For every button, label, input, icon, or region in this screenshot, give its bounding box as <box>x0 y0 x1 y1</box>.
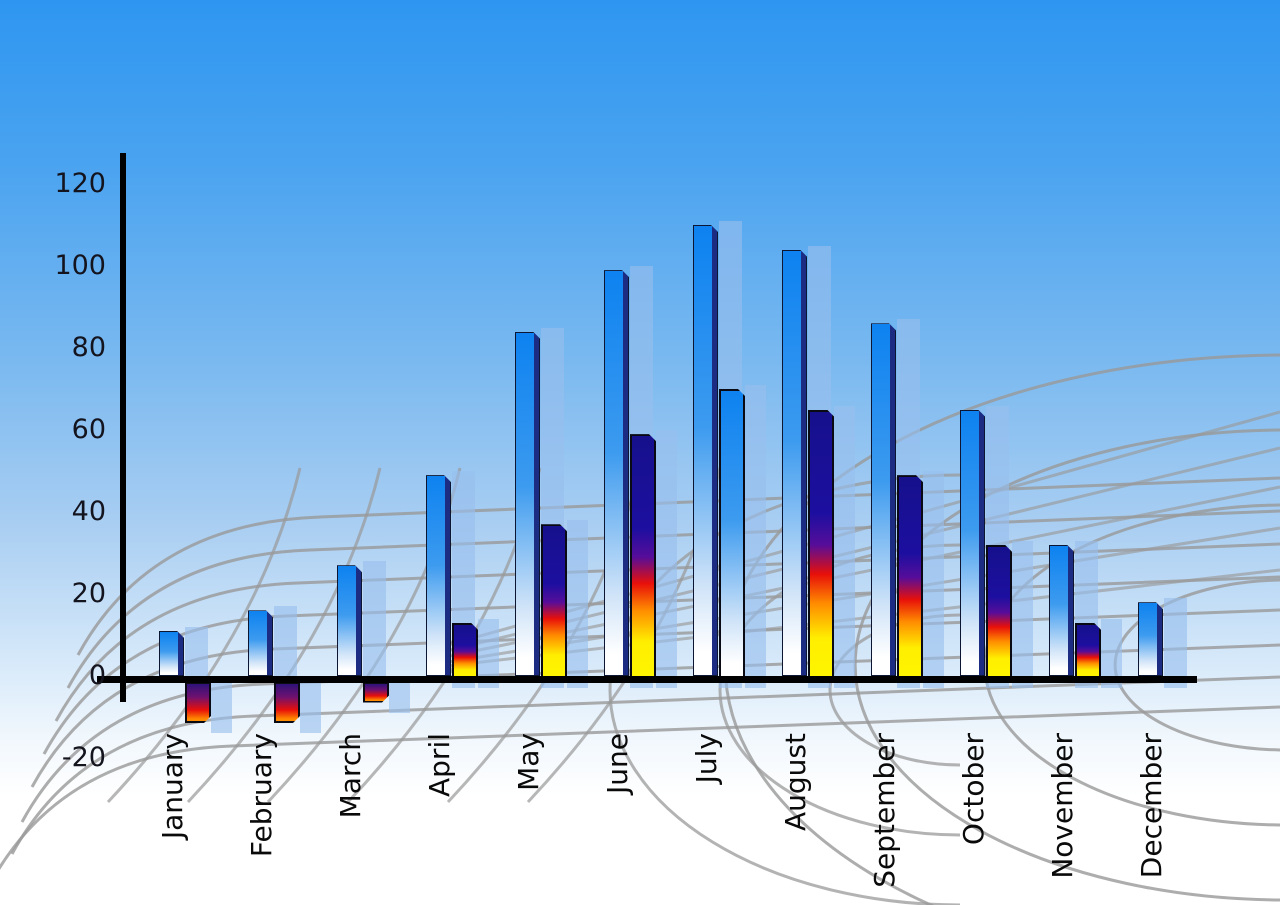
bar-august-series1 <box>782 250 807 676</box>
bar-april-series1-side-face <box>445 476 450 675</box>
x-axis-label-november: November <box>1046 733 1079 879</box>
bar-may-series2-shadow <box>567 520 588 688</box>
bar-july-series1-side-face <box>712 226 717 675</box>
x-axis-tick-zero <box>97 676 120 683</box>
bar-april-series2-shadow <box>478 618 499 688</box>
bar-june-series1 <box>604 270 629 676</box>
x-axis-label-march: March <box>334 733 367 819</box>
x-axis-label-december: December <box>1135 733 1168 879</box>
y-axis-tick-0: 0 <box>88 660 106 691</box>
bar-january-series1-side-face <box>178 632 183 675</box>
bar-june-series2-shadow <box>656 430 677 688</box>
x-axis-label-february: February <box>245 733 278 858</box>
bar-may-series2 <box>541 524 567 680</box>
bar-february-series2-shadow <box>300 682 321 733</box>
bar-december-series1-side-face <box>1157 603 1162 675</box>
y-axis-tick-20: 20 <box>71 578 106 609</box>
y-axis-tick-120: 120 <box>54 168 106 199</box>
bar-november-series2 <box>1075 623 1101 680</box>
bar-march-series2-shadow <box>389 682 410 713</box>
bar-january-series1-shadow <box>185 626 208 688</box>
y-axis-line <box>120 153 126 702</box>
bar-december-series1 <box>1138 602 1163 676</box>
bar-february-series1-shadow <box>274 606 297 688</box>
bar-march-series1-side-face <box>356 566 361 675</box>
bar-february-series1 <box>248 610 273 676</box>
bar-october-series2 <box>986 545 1012 680</box>
bar-september-series1-side-face <box>890 324 895 675</box>
y-axis-tick-100: 100 <box>54 250 106 281</box>
y-axis-tick--20: -20 <box>61 742 106 773</box>
bar-april-series2 <box>452 623 478 680</box>
bar-december-series1-shadow <box>1164 598 1187 688</box>
x-axis-label-july: July <box>690 733 723 784</box>
bar-february-series2 <box>274 682 300 723</box>
bar-september-series2 <box>897 475 923 680</box>
y-axis-tick-80: 80 <box>71 332 106 363</box>
y-axis-tick-60: 60 <box>71 414 106 445</box>
bar-may-series1 <box>515 332 540 676</box>
bar-september-series1 <box>871 323 896 676</box>
bar-october-series1-side-face <box>979 411 984 676</box>
bar-july-series1 <box>693 225 718 676</box>
x-axis-label-january: January <box>156 733 189 840</box>
bar-august-series1-side-face <box>801 251 806 675</box>
bar-september-series2-shadow <box>923 471 944 688</box>
bar-october-series1 <box>960 410 985 677</box>
y-axis-tick-40: 40 <box>71 496 106 527</box>
bar-july-series2-shadow <box>745 385 766 688</box>
x-axis-label-september: September <box>868 733 901 888</box>
bar-august-series2-shadow <box>834 405 855 688</box>
bar-april-series1 <box>426 475 451 676</box>
x-axis-label-august: August <box>779 733 812 831</box>
bar-july-series2 <box>719 389 745 680</box>
bar-august-series2 <box>808 410 834 681</box>
x-axis-label-april: April <box>423 733 456 797</box>
bar-november-series2-shadow <box>1101 618 1122 688</box>
bar-june-series2 <box>630 434 656 680</box>
bar-january-series2 <box>185 682 211 723</box>
x-axis-label-may: May <box>512 733 545 791</box>
bar-february-series1-side-face <box>267 611 272 675</box>
bar-november-series1-side-face <box>1068 546 1073 675</box>
bar-october-series2-shadow <box>1012 540 1033 688</box>
bar-march-series1-shadow <box>363 561 386 688</box>
bar-november-series1 <box>1049 545 1074 676</box>
bar-january-series2-shadow <box>211 682 232 733</box>
x-axis-line <box>120 676 1197 683</box>
bar-march-series1 <box>337 565 362 676</box>
x-axis-label-june: June <box>601 733 634 794</box>
bar-june-series1-side-face <box>623 271 628 675</box>
bar-may-series1-side-face <box>534 333 539 675</box>
bar-january-series1 <box>159 631 184 676</box>
x-axis-label-october: October <box>957 733 990 846</box>
